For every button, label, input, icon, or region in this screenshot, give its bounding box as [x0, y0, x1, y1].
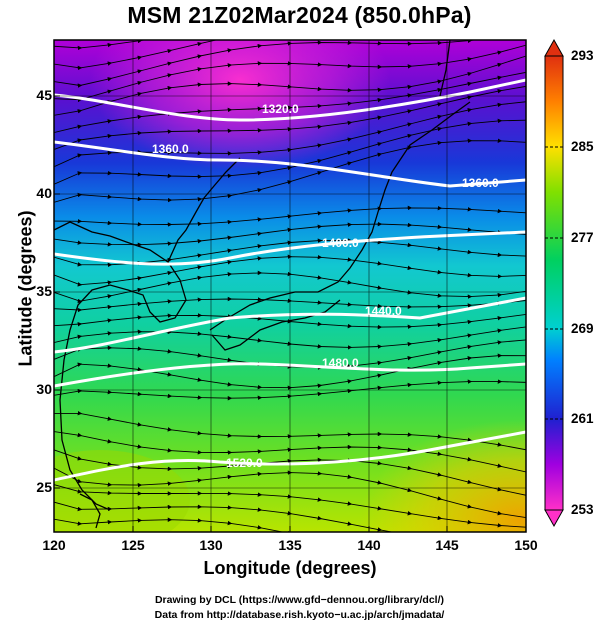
contour-label-1360-west: 1360.0 [152, 142, 189, 156]
colorbar [544, 38, 564, 528]
contour-label-1440: 1440.0 [365, 304, 402, 318]
x-tick-125: 125 [121, 537, 145, 553]
contour-1440 [54, 296, 526, 354]
contour-label-1400: 1400.0 [322, 236, 359, 250]
x-tick-130: 130 [199, 537, 223, 553]
x-tick-145: 145 [435, 537, 459, 553]
contour-1360 [54, 140, 526, 188]
credit-data: Data from http://database.rish.kyoto−u.a… [154, 609, 445, 621]
height-contours [54, 78, 526, 482]
colorbar-tick-269: 269 [571, 321, 594, 336]
axis-ticks [53, 95, 527, 532]
contour-1520 [54, 430, 526, 482]
y-tick-40: 40 [36, 185, 52, 201]
y-axis-label: Latitude (degrees) [15, 210, 36, 367]
coastline-sakhalin [439, 40, 451, 97]
colorbar-tick-261: 261 [571, 411, 594, 426]
contour-label-1360-east: 1360.0 [462, 176, 499, 190]
coastline-asia [54, 221, 187, 511]
colorbar-tick-253: 253 [571, 502, 594, 517]
grid-lines [54, 40, 526, 532]
x-tick-140: 140 [357, 537, 381, 553]
contour-label-1520: 1520.0 [226, 456, 263, 470]
y-tick-25: 25 [36, 479, 52, 495]
streamline [54, 517, 503, 532]
x-tick-120: 120 [42, 537, 66, 553]
colorbar-max-arrow [544, 38, 564, 57]
x-tick-135: 135 [278, 537, 302, 553]
colorbar-ticks [545, 55, 563, 511]
y-tick-30: 30 [36, 381, 52, 397]
contour-1480 [54, 362, 526, 388]
credit-drawing: Drawing by DCL (https://www.gfd−dennou.o… [154, 594, 445, 606]
colorbar-min-arrow [544, 509, 564, 528]
colorbar-tick-293: 293 [571, 48, 594, 63]
y-tick-45: 45 [36, 87, 52, 103]
colorbar-tick-277: 277 [571, 230, 594, 245]
contour-1400 [54, 230, 526, 266]
temperature-field [54, 40, 526, 532]
x-axis-label: Longitude (degrees) [203, 558, 377, 578]
y-tick-35: 35 [36, 283, 52, 299]
colorbar-tick-285: 285 [571, 139, 594, 154]
map-title: MSM 21Z02Mar2024 (850.0hPa) [127, 2, 472, 28]
coastline-korea [167, 157, 241, 263]
contour-1320 [54, 78, 526, 122]
contour-label-1480: 1480.0 [322, 356, 359, 370]
coastline-taiwan [79, 493, 101, 529]
contour-label-1320: 1320.0 [262, 102, 299, 116]
x-tick-150: 150 [514, 537, 538, 553]
